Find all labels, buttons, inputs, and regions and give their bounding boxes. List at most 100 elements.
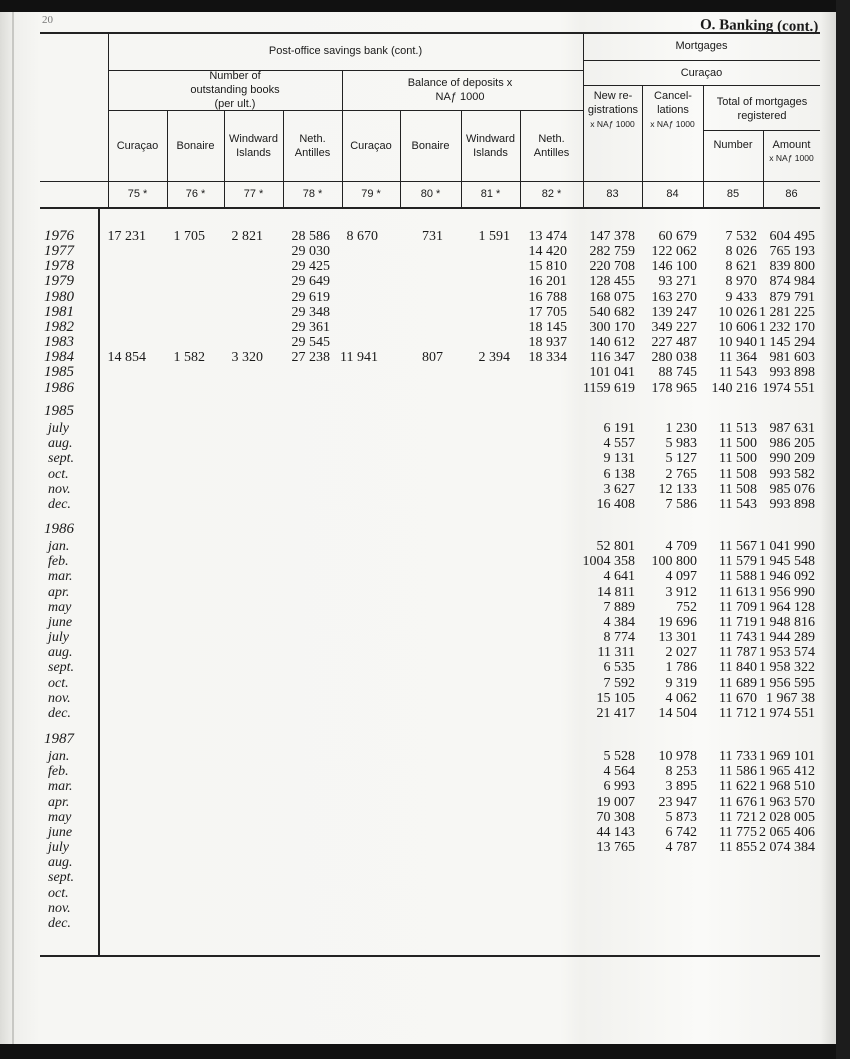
year-label: 1986 [44,379,74,396]
table-cell: 1 786 [665,660,698,676]
column-header: Neth. Antilles [294,133,331,159]
table-cell: 7 586 [665,496,698,512]
column-number: 82 * [541,188,562,200]
rule [703,85,704,208]
rule [400,110,401,208]
month-label: oct. [48,675,69,691]
table-cell: 752 [676,599,697,615]
table-cell: 13 474 [528,229,568,244]
table-cell: 17 231 [107,229,147,244]
table-cell: 11 508 [719,466,757,482]
table-cell: 9 131 [603,451,636,467]
table-cell: 3 320 [231,350,264,366]
table-cell: 8 253 [665,764,698,780]
curacao-header: Curaçao [680,66,723,79]
month-label: jan. [48,539,70,555]
table-cell: 6 742 [665,824,698,840]
table-cell: 17 705 [528,304,568,320]
table-cell: 147 378 [589,229,636,244]
table-cell: 27 238 [291,350,331,366]
month-label: jan. [48,749,70,765]
table-cell: 4 062 [665,690,698,706]
table-cell: 9 433 [725,289,758,305]
table-cell: 7 532 [725,229,758,244]
table-cell: 11 840 [719,660,757,676]
month-label: may [48,599,72,615]
column-header: Windward Islands [229,133,278,159]
month-label: may [48,809,72,825]
table-cell: 44 143 [596,824,636,840]
table-cell: 1 956 990 [759,584,815,600]
table-cell: 14 811 [597,584,635,600]
table-cell: 12 133 [658,481,698,497]
table-cell: 993 898 [769,496,816,512]
table-cell: 11 586 [719,764,757,780]
table-cell: 1 582 [173,350,206,366]
table-cell: 16 408 [596,496,636,512]
table-cell: 280 038 [651,350,698,366]
month-label: dec. [48,496,71,512]
month-label: nov. [48,900,71,916]
rule [167,110,168,208]
table-cell: 986 205 [769,436,816,452]
table-cell: 140 612 [589,335,636,351]
rule [703,130,820,131]
table-cell: 29 030 [291,244,331,260]
table-cell: 540 682 [589,304,636,320]
table-cell: 128 455 [589,274,636,290]
table-cell: 11 613 [719,584,757,600]
table-bottom-rule [40,955,820,957]
rule [763,130,764,208]
table-cell: 7 889 [603,599,636,615]
column-number: 78 * [302,188,323,200]
balance-header: Balance of deposits x NAƒ 1000 [407,77,513,103]
year-label: 1987 [44,731,74,747]
table-cell: 2 065 406 [759,824,815,840]
table-cell: 6 535 [603,660,636,676]
table-cell: 14 854 [107,350,147,366]
month-label: july [48,840,69,856]
table-cell: 3 912 [665,584,698,600]
year-label: 1985 [44,364,74,381]
cancellations-unit: x NAƒ 1000 [650,119,695,129]
table-cell: 163 270 [651,289,698,305]
year-label: 1978 [44,258,74,275]
table-cell: 60 679 [658,229,698,244]
table-cell: 29 619 [291,289,331,305]
table-cell: 8 970 [725,274,758,290]
table-cell: 6 191 [603,421,636,437]
table-cell: 11 941 [340,350,378,366]
table-cell: 1 953 574 [759,645,815,661]
table-cell: 985 076 [769,481,816,497]
year-label: 1979 [44,273,74,290]
table-cell: 8 026 [725,244,758,260]
table-cell: 1 041 990 [759,539,815,555]
year-label: 1981 [44,303,74,320]
mortgages-header: Mortgages [675,40,728,52]
table-cell: 19 696 [658,614,698,630]
table-cell: 11 311 [597,645,635,661]
year-label: 1983 [44,334,74,351]
table-cell: 146 100 [651,259,698,275]
month-label: july [48,630,69,646]
rule [108,110,583,111]
column-header: Bonaire [411,140,450,152]
table-cell: 11 567 [719,539,757,555]
month-label: oct. [48,885,69,901]
table-cell: 1004 358 [582,554,636,570]
table-cell: 6 993 [603,779,636,795]
rule [283,110,284,208]
table-cell: 11 500 [719,436,757,452]
column-number: 76 * [185,188,206,200]
column-number: 75 * [127,188,148,200]
year-label: 1982 [44,318,74,335]
table-cell: 4 564 [603,764,636,780]
table-cell: 7 592 [603,675,636,691]
table-cell: 15 105 [596,690,636,706]
table-cell: 227 487 [651,335,698,351]
table-cell: 29 361 [291,319,331,335]
table-cell: 116 347 [590,350,635,366]
table-cell: 139 247 [651,304,698,320]
table-cell: 11 622 [719,779,757,795]
table-cell: 1 945 548 [759,554,815,570]
